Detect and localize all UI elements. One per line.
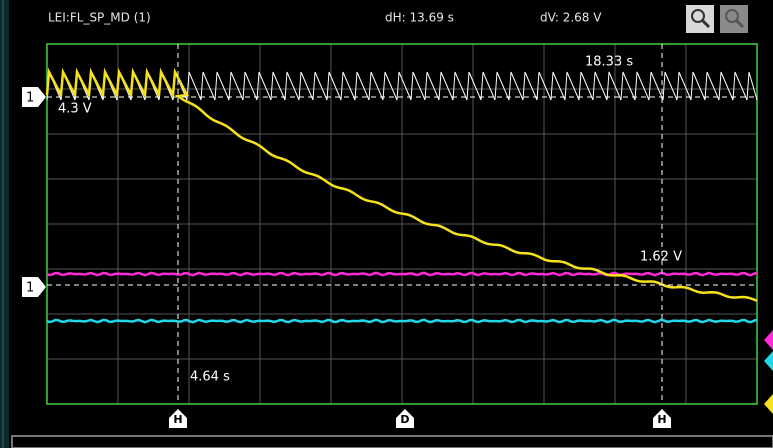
cursor-volt-top: 4.3 V (58, 102, 92, 117)
marker-label: H (657, 413, 666, 426)
marker-shape (653, 409, 671, 428)
marker-shape (169, 409, 187, 428)
delta-v: dV: 2.68 V (540, 11, 602, 25)
zoom-out-icon (725, 9, 739, 23)
channel-indicator-magenta (764, 330, 773, 350)
delta-h: dH: 13.69 s (385, 11, 454, 25)
zoom-in-icon (691, 9, 705, 23)
traces (45, 67, 758, 324)
marker-delay: D (396, 409, 414, 428)
left-strip (0, 0, 9, 448)
cursor-time-right: 18.33 s (585, 55, 633, 70)
trace-magenta (46, 271, 758, 277)
zoom-out-button[interactable] (720, 5, 748, 33)
cursor-volt-bottom: 1.62 V (640, 250, 682, 265)
bottom-panel (11, 435, 773, 448)
plot-border (46, 43, 758, 405)
marker-h-right: H (653, 409, 671, 428)
channel-indicator-cyan (764, 351, 773, 371)
ref-marker-label: 1 (26, 281, 34, 296)
ref-marker-shape (22, 87, 46, 107)
marker-label: D (400, 413, 409, 426)
ref-marker-label: 1 (26, 91, 34, 106)
grid (47, 44, 757, 404)
marker-h-left: H (169, 409, 187, 428)
ref-marker-bottom: 1 (22, 277, 46, 297)
ref-marker-shape (22, 277, 46, 297)
zoom-in-handle (700, 18, 711, 29)
channel-label: LEI:FL_SP_MD (1) (48, 11, 151, 25)
zoom-in-button[interactable] (686, 5, 714, 33)
zoom-out[interactable] (720, 5, 748, 33)
ref-marker-top: 1 (22, 87, 46, 107)
marker-label: H (173, 413, 182, 426)
zoom-out-handle (734, 18, 745, 29)
channel-indicator-yellow (764, 394, 773, 414)
trace-cyan (46, 318, 758, 324)
trace-yellow (45, 67, 758, 302)
zoom-in[interactable] (686, 5, 714, 33)
marker-shape (396, 409, 414, 428)
cursor-time-left: 4.64 s (190, 370, 230, 385)
